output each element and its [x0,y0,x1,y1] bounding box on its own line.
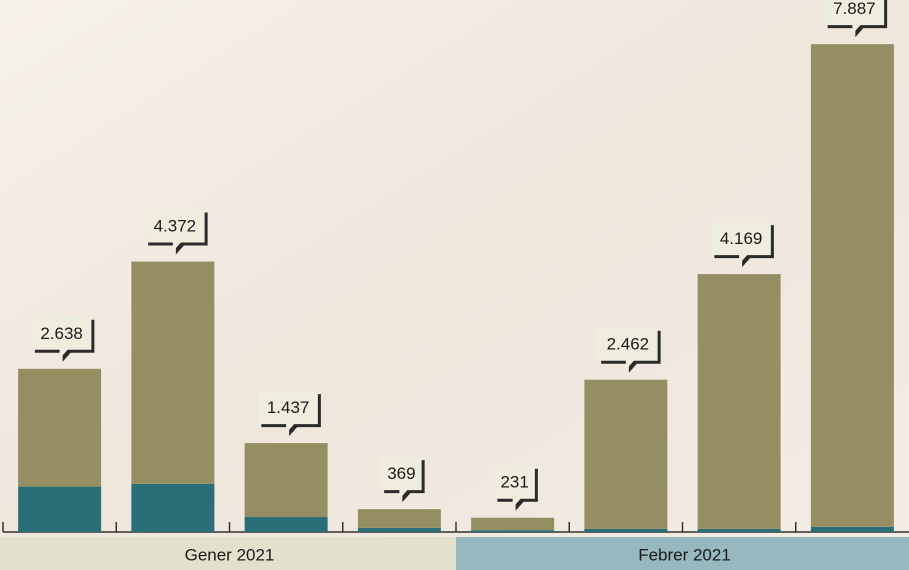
bar-segment [584,380,667,529]
page: {"chart_data": { "type": "stacked_bar", … [0,0,909,570]
bar-segment [584,529,667,532]
bar-segment [358,528,441,532]
bar-segment [18,369,101,487]
chart: Gener 2021 Febrer 2021 2.638 4.372 1.437 369 2… [0,0,909,570]
bar-segment [811,527,894,532]
bar-segment [698,274,781,529]
bar-segment [358,509,441,528]
total-label: 2.638 [40,324,83,343]
bar-segment [245,443,328,517]
bar-segment [471,518,554,530]
bar-segment [131,262,214,484]
total-label: 231 [500,473,528,492]
bar-segment [131,484,214,532]
group-label: Gener 2021 [185,545,275,564]
bar-segment [471,530,554,532]
total-label: 369 [387,464,415,483]
group-label: Febrer 2021 [638,545,731,564]
bar-segment [18,487,101,532]
bar-segment [698,529,781,532]
total-label: 7.887 [833,0,876,18]
total-label: 1.437 [267,398,310,417]
bar-segment [245,517,328,532]
total-label: 2.462 [607,335,650,354]
total-label: 4.169 [720,229,763,248]
bar-segment [811,44,894,527]
total-label: 4.372 [154,217,197,236]
